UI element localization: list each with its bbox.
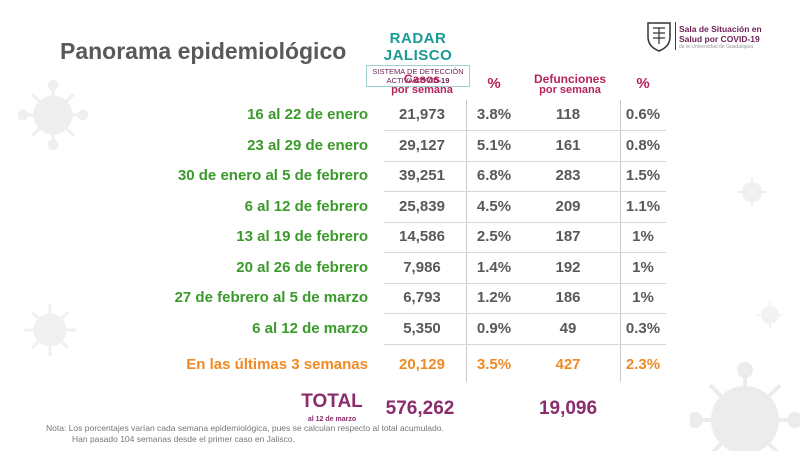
row-divider xyxy=(384,221,666,223)
logo-subtitle: de la Universidad de Guadalajara xyxy=(679,44,754,50)
cell-pct-casos: 4.5% xyxy=(476,197,512,215)
cell-defunciones: 118 xyxy=(555,106,581,123)
row-label: 27 de febrero al 5 de marzo xyxy=(174,289,368,306)
footnote-line1: Nota: Los porcentajes varían cada semana… xyxy=(46,423,444,433)
row-divider xyxy=(384,343,666,345)
cell-pct-defunciones: 1.1% xyxy=(625,197,661,215)
radar-jalisco-logo: RADAR JALISCO SISTEMA DE DETECCIÓN ACTIV… xyxy=(358,30,478,87)
column-divider xyxy=(466,100,467,382)
logo-title: Sala de Situación en Salud por COVID-19 xyxy=(679,24,762,44)
cell-defunciones: 49 xyxy=(559,319,577,337)
cell-pct-defunciones: 1% xyxy=(632,228,654,245)
radar-tagline: SISTEMA DE DETECCIÓN ACTIVA COVID-19 xyxy=(366,65,470,87)
cell-casos: 6,793 xyxy=(403,289,441,306)
cell-pct-casos: 1.4% xyxy=(476,258,512,276)
cell-casos: 7,986 xyxy=(403,258,441,276)
virus-decoration-icon xyxy=(690,362,800,451)
row-label: 16 al 22 de enero xyxy=(247,106,368,123)
total-defunciones: 19,096 xyxy=(538,398,598,419)
cell-pct-casos: 6.8% xyxy=(476,167,512,184)
radar-name: RADAR JALISCO xyxy=(383,30,453,64)
radar-tagline-line2: ACTIVA COVID-19 xyxy=(386,76,450,85)
header-defunciones: Defunciones por semana xyxy=(533,72,606,96)
virus-decoration-icon xyxy=(18,80,88,150)
total-casos: 576,262 xyxy=(385,398,455,419)
cell-pct-casos: 2.5% xyxy=(476,228,512,245)
cell-pct-casos: 3.5% xyxy=(476,356,512,373)
cell-defunciones: 161 xyxy=(555,136,581,154)
cell-casos: 20,129 xyxy=(399,356,445,373)
cell-casos: 29,127 xyxy=(399,136,445,154)
cell-pct-defunciones: 2.3% xyxy=(625,356,661,373)
cell-pct-defunciones: 1.5% xyxy=(625,167,661,184)
cell-pct-casos: 0.9% xyxy=(476,319,512,337)
row-label: 23 al 29 de enero xyxy=(247,136,368,154)
row-label: 6 al 12 de marzo xyxy=(252,319,368,337)
cell-pct-casos: 3.8% xyxy=(476,106,512,123)
cell-pct-casos: 5.1% xyxy=(476,136,512,154)
footnote: Nota: Los porcentajes varían cada semana… xyxy=(46,423,444,445)
header-pct-defunciones: % xyxy=(636,75,650,92)
cell-casos: 25,839 xyxy=(399,197,445,215)
page-title: Panorama epidemiológico xyxy=(60,38,347,64)
header-pct-casos: % xyxy=(487,75,501,92)
row-label: 20 al 26 de febrero xyxy=(236,258,368,276)
cell-pct-defunciones: 0.3% xyxy=(625,319,661,337)
cell-defunciones: 192 xyxy=(555,258,581,276)
total-label: TOTAL al 12 de marzo xyxy=(301,391,363,423)
cell-pct-defunciones: 0.8% xyxy=(625,136,661,154)
cell-casos: 14,586 xyxy=(399,228,445,245)
cell-defunciones: 283 xyxy=(555,167,581,184)
cell-defunciones: 209 xyxy=(555,197,581,215)
row-label: 13 al 19 de febrero xyxy=(236,228,368,245)
cell-casos: 5,350 xyxy=(403,319,441,337)
virus-decoration-icon xyxy=(757,302,783,328)
cell-casos: 39,251 xyxy=(399,167,445,184)
cell-defunciones: 427 xyxy=(555,356,581,373)
footnote-line2: Han pasado 104 semanas desde el primer c… xyxy=(72,434,296,444)
cell-pct-defunciones: 0.6% xyxy=(625,106,661,123)
cell-pct-casos: 1.2% xyxy=(476,289,512,306)
row-divider xyxy=(384,313,666,314)
cell-defunciones: 187 xyxy=(555,228,581,245)
cell-defunciones: 186 xyxy=(555,289,581,306)
row-label: 6 al 12 de febrero xyxy=(244,197,368,215)
row-divider xyxy=(384,160,666,162)
row-divider xyxy=(384,130,666,131)
virus-decoration-icon xyxy=(24,304,76,356)
summary-label: En las últimas 3 semanas xyxy=(186,356,368,373)
udg-sala-situacion-logo: Sala de Situación en Salud por COVID-19 … xyxy=(645,20,795,54)
radar-tagline-line1: SISTEMA DE DETECCIÓN xyxy=(372,67,464,76)
column-divider xyxy=(620,100,621,382)
cell-pct-defunciones: 1% xyxy=(632,258,654,276)
header-casos: Casos por semana xyxy=(391,72,453,96)
cell-pct-defunciones: 1% xyxy=(632,289,654,306)
row-divider xyxy=(384,252,666,253)
row-label: 30 de enero al 5 de febrero xyxy=(177,167,368,184)
shield-icon xyxy=(647,22,671,52)
row-divider xyxy=(384,191,666,192)
row-divider xyxy=(384,282,666,284)
virus-decoration-icon xyxy=(737,177,767,207)
cell-casos: 21,973 xyxy=(399,106,445,123)
